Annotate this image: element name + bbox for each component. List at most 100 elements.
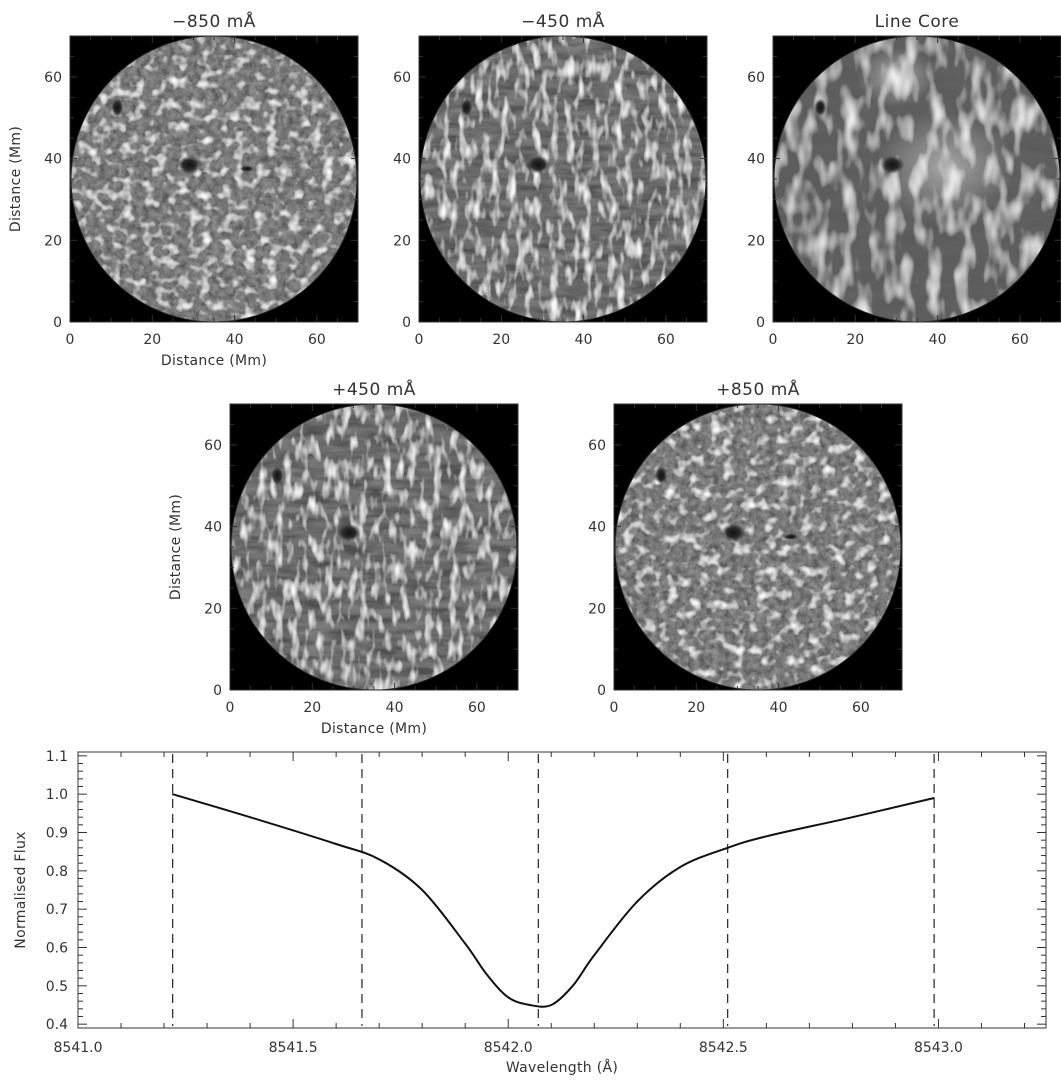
sunspot-main xyxy=(721,523,746,542)
pore xyxy=(239,165,254,172)
solar-disk xyxy=(71,36,357,322)
x-axis-label: Distance (Mm) xyxy=(321,721,427,737)
y-tick-label: 0.6 xyxy=(46,941,68,957)
solar-disk xyxy=(774,36,1060,322)
sunspot-small xyxy=(271,466,284,485)
profile-point xyxy=(726,847,729,849)
x-tick-label: 20 xyxy=(303,700,321,716)
plot-frame xyxy=(77,751,1047,1029)
sunspot-small xyxy=(655,466,668,485)
image-panel-3: 0 20 40 60 0 20 40 60 Line Core xyxy=(747,12,1061,348)
y-tick-label: 20 xyxy=(44,233,62,249)
x-tick-label: 60 xyxy=(308,332,326,348)
y-tick-label: 0 xyxy=(53,315,62,331)
y-tick-label: 0 xyxy=(213,683,222,699)
disk-texture xyxy=(420,36,706,322)
panel-title: +850 mÅ xyxy=(716,378,800,400)
profile-point xyxy=(171,793,174,795)
disk-texture xyxy=(615,404,901,690)
y-axis-label: Distance (Mm) xyxy=(8,126,24,232)
y-tick-label: 60 xyxy=(588,438,606,454)
profile-point xyxy=(378,858,380,861)
x-tick-label: 40 xyxy=(770,700,788,716)
x-tick-label: 60 xyxy=(468,700,486,716)
panel-title: +450 mÅ xyxy=(332,378,416,400)
flux-profile-line xyxy=(172,793,935,1008)
x-tick-label: 40 xyxy=(386,700,404,716)
y-tick-label: 0 xyxy=(756,315,765,331)
sunspot-small xyxy=(814,98,827,117)
profile-point xyxy=(464,942,467,945)
y-tick-label: 60 xyxy=(44,70,62,86)
x-tick-label: 20 xyxy=(846,332,864,348)
profile-point xyxy=(571,985,574,987)
sunspot-main xyxy=(880,155,905,174)
x-tick-label: 20 xyxy=(687,700,705,716)
panel-title: −850 mÅ xyxy=(172,10,256,32)
x-tick-label: 8541.5 xyxy=(269,1040,318,1056)
y-tick-label: 0.5 xyxy=(46,979,68,995)
x-tick-label: 8541.0 xyxy=(54,1040,103,1056)
y-tick-label: 0.4 xyxy=(46,1017,68,1033)
profile-point xyxy=(851,816,854,818)
profile-point xyxy=(421,889,423,891)
y-tick-label: 20 xyxy=(393,233,411,249)
y-axis-label: Normalised Flux xyxy=(13,831,29,948)
image-panel-2: 0 20 40 60 0 20 40 60 −450 mÅ xyxy=(393,10,708,348)
x-axis-label: Distance (Mm) xyxy=(161,353,267,369)
image-panel-5: 0 20 40 60 0 20 40 60 +850 mÅ xyxy=(588,378,903,716)
x-tick-label: 0 xyxy=(415,332,424,348)
y-tick-label: 0.9 xyxy=(46,826,68,842)
profile-point xyxy=(249,816,251,818)
x-tick-label: 60 xyxy=(657,332,675,348)
profile-point xyxy=(550,1004,553,1006)
x-tick-label: 40 xyxy=(575,332,593,348)
solar-disk xyxy=(420,36,706,322)
x-tick-label: 8542.0 xyxy=(484,1040,533,1056)
profile-point xyxy=(485,973,488,976)
y-tick-label: 40 xyxy=(44,152,62,168)
x-tick-label: 0 xyxy=(769,332,778,348)
y-tick-label: 20 xyxy=(747,233,765,249)
y-tick-label: 60 xyxy=(204,438,222,454)
y-tick-label: 0 xyxy=(597,683,606,699)
image-panel-1: 0 20 40 60 0 20 40 60 −850 mÅ Distance (Mm) Distan… xyxy=(8,10,359,369)
image-panel-4: 0 20 40 60 0 20 40 60 +450 mÅ Distance (Mm) Distan… xyxy=(168,378,519,737)
y-tick-label: 40 xyxy=(204,520,222,536)
x-tick-label: 8542.5 xyxy=(699,1040,748,1056)
pore xyxy=(783,533,798,540)
x-tick-label: 40 xyxy=(226,332,244,348)
y-tick-label: 40 xyxy=(588,520,606,536)
disk-texture xyxy=(71,36,357,322)
profile-point xyxy=(335,843,337,845)
sunspot-small xyxy=(111,98,124,117)
solar-disk xyxy=(231,404,517,690)
x-tick-label: 40 xyxy=(929,332,947,348)
panel-title: Line Core xyxy=(875,12,960,32)
profile-point xyxy=(679,866,682,868)
profile-point xyxy=(528,1004,531,1006)
profile-point xyxy=(636,900,639,903)
x-tick-label: 60 xyxy=(1011,332,1029,348)
image-panels: 0 20 40 60 0 20 40 60 −850 mÅ Distance (Mm) Distan… xyxy=(8,10,1061,737)
x-tick-label: 0 xyxy=(610,700,619,716)
profile-point xyxy=(933,797,935,799)
x-tick-label: 0 xyxy=(226,700,235,716)
profile-point xyxy=(507,996,510,999)
y-tick-label: 0.7 xyxy=(46,902,68,918)
profile-point xyxy=(593,954,596,956)
y-tick-label: 0 xyxy=(402,315,411,331)
y-tick-label: 20 xyxy=(588,601,606,617)
x-tick-label: 20 xyxy=(492,332,510,348)
sunspot-small xyxy=(460,98,473,117)
y-tick-label: 0.8 xyxy=(46,864,68,880)
plage-glow xyxy=(856,46,937,107)
disk-texture xyxy=(231,404,517,690)
y-tick-label: 60 xyxy=(393,70,411,86)
y-tick-label: 40 xyxy=(747,152,765,168)
x-tick-label: 0 xyxy=(66,332,75,348)
sunspot-main xyxy=(177,155,202,174)
x-tick-label: 20 xyxy=(143,332,161,348)
